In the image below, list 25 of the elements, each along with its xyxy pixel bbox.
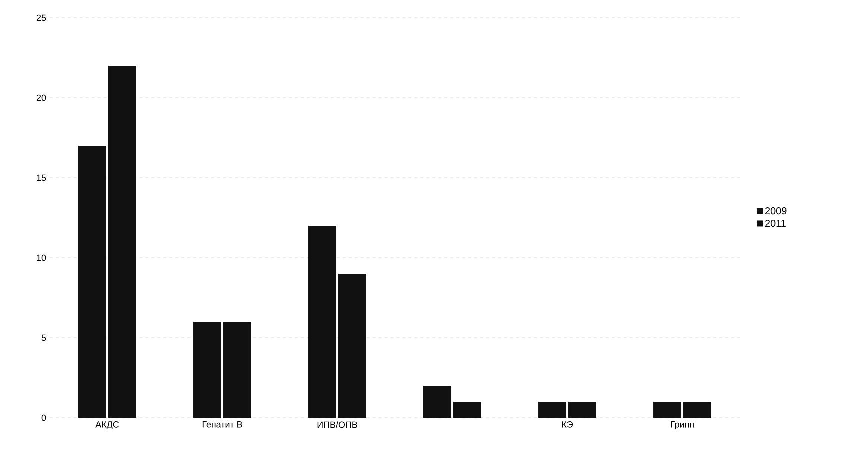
y-tick-label: 25 bbox=[36, 14, 46, 22]
bar bbox=[108, 66, 136, 418]
bar bbox=[194, 322, 222, 418]
y-tick-label: 15 bbox=[37, 174, 46, 182]
y-tick-label: 20 bbox=[36, 94, 46, 102]
bar bbox=[78, 146, 107, 418]
bar bbox=[308, 226, 337, 418]
x-tick-label: КЭ bbox=[562, 422, 574, 428]
bar bbox=[684, 402, 712, 418]
bar bbox=[654, 402, 682, 418]
y-tick-label: 10 bbox=[37, 254, 46, 262]
bar bbox=[224, 322, 252, 418]
x-tick-label: АКДС bbox=[96, 422, 120, 430]
bar bbox=[568, 402, 597, 418]
bar bbox=[454, 402, 482, 418]
bar bbox=[338, 274, 366, 418]
y-tick-label: 0 bbox=[42, 414, 46, 422]
x-tick-label: ИПВ/ОПВ bbox=[318, 422, 358, 428]
legend-label: 2009 bbox=[765, 208, 787, 215]
x-tick-label: Гепатит В bbox=[202, 422, 242, 428]
bar bbox=[538, 402, 567, 418]
bar bbox=[424, 386, 452, 418]
x-tick-label: Грипп bbox=[671, 422, 694, 430]
legend-label: 2011 bbox=[765, 220, 786, 228]
y-tick-label: 5 bbox=[42, 334, 46, 342]
